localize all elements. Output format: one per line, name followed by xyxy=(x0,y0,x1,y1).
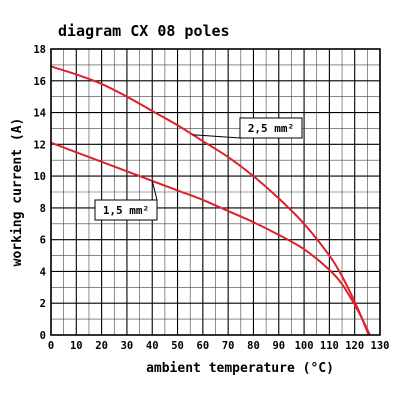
annotation-leader-line xyxy=(151,180,158,201)
y-tick-label: 10 xyxy=(33,171,46,183)
tick-labels: 0 10 20 30 40 50 60 70 80 90 100 110 120 130 0 2 4 6 8 10 12… xyxy=(33,44,389,352)
y-tick-label: 2 xyxy=(40,298,46,310)
annotation-box xyxy=(239,117,303,139)
x-tick-label: 50 xyxy=(171,340,184,352)
y-tick-label: 6 xyxy=(40,235,46,247)
chart-title: diagram CX 08 poles xyxy=(58,22,230,40)
x-tick-label: 110 xyxy=(320,340,339,352)
grid xyxy=(50,48,381,336)
annotation-label: 2,5 mm² xyxy=(248,122,294,135)
x-tick-label: 0 xyxy=(48,340,54,352)
y-tick-label: 12 xyxy=(33,139,46,151)
series-line-0 xyxy=(50,65,370,336)
x-tick-label: 130 xyxy=(371,340,390,352)
x-tick-label: 60 xyxy=(197,340,210,352)
x-tick-label: 80 xyxy=(247,340,260,352)
y-tick-label: 16 xyxy=(33,76,46,88)
x-tick-label: 40 xyxy=(146,340,159,352)
x-axis-label: ambient temperature (°C) xyxy=(146,361,334,376)
x-tick-label: 30 xyxy=(121,340,134,352)
annotation-label: 1,5 mm² xyxy=(103,204,149,217)
x-tick-label: 90 xyxy=(272,340,285,352)
series-lines xyxy=(50,65,371,336)
x-tick-label: 120 xyxy=(345,340,364,352)
y-tick-label: 18 xyxy=(33,44,46,56)
annotations: 2,5 mm² 1,5 mm² xyxy=(94,117,303,221)
annotation-box xyxy=(94,199,158,221)
y-tick-label: 14 xyxy=(33,108,46,120)
annotation-leader-line xyxy=(192,134,241,139)
series-line-1 xyxy=(50,141,371,336)
y-tick-label: 4 xyxy=(40,266,46,278)
x-tick-label: 70 xyxy=(222,340,235,352)
y-axis-label: working current (A) xyxy=(10,118,25,267)
plot-frame xyxy=(50,48,381,336)
y-tick-label: 8 xyxy=(40,203,46,215)
x-tick-label: 100 xyxy=(295,340,314,352)
y-tick-label: 0 xyxy=(40,330,46,342)
x-tick-label: 10 xyxy=(70,340,83,352)
x-tick-label: 20 xyxy=(95,340,108,352)
